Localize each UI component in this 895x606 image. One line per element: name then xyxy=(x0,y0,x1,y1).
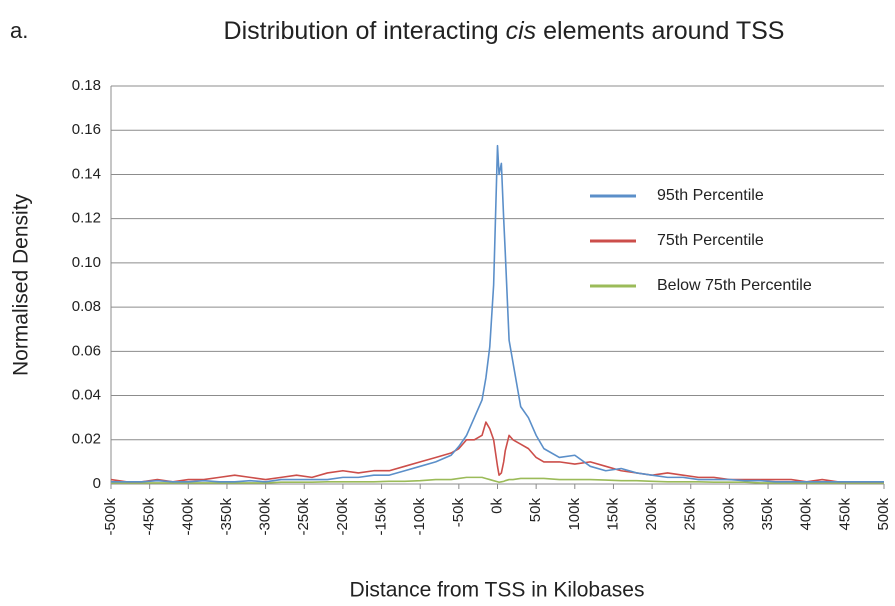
x-tick-label: 100k xyxy=(566,498,583,531)
series-line xyxy=(111,476,884,484)
chart-title: Distribution of interacting cis elements… xyxy=(224,17,785,45)
x-tick-label: 300k xyxy=(720,498,737,531)
series-line xyxy=(111,144,884,483)
legend-label: 75th Percentile xyxy=(657,232,764,249)
x-tick-label: 500k xyxy=(875,498,892,531)
title-part: cis xyxy=(506,17,537,45)
x-tick-label: 450k xyxy=(836,498,853,531)
title-part: Distribution of interacting xyxy=(224,17,506,45)
x-tick-label: -150k xyxy=(373,498,390,536)
x-tick-label: -400k xyxy=(179,498,196,536)
y-tick-label: 0.06 xyxy=(72,342,101,359)
x-tick-label: -50k xyxy=(450,498,467,528)
y-tick-label: 0 xyxy=(93,475,101,492)
y-tick-label: 0.18 xyxy=(72,77,101,94)
x-tick-label: 200k xyxy=(643,498,660,531)
y-tick-label: 0.08 xyxy=(72,298,101,315)
y-tick-label: 0.10 xyxy=(72,254,101,271)
legend-label: 95th Percentile xyxy=(657,187,764,204)
x-axis-label: Distance from TSS in Kilobases xyxy=(350,579,645,602)
panel-label: a. xyxy=(10,18,28,43)
y-tick-label: 0.16 xyxy=(72,121,101,138)
title-part: elements around TSS xyxy=(536,17,784,45)
y-tick-label: 0.04 xyxy=(72,387,101,404)
y-tick-label: 0.02 xyxy=(72,431,101,448)
x-tick-label: -300k xyxy=(257,498,274,536)
x-tick-label: 350k xyxy=(759,498,776,531)
x-tick-label: -500k xyxy=(102,498,119,536)
x-tick-label: 250k xyxy=(682,498,699,531)
x-tick-label: -100k xyxy=(411,498,428,536)
x-tick-label: -450k xyxy=(141,498,158,536)
x-tick-label: -250k xyxy=(295,498,312,536)
legend-label: Below 75th Percentile xyxy=(657,277,812,294)
y-axis-label: Normalised Density xyxy=(10,193,33,376)
series-line xyxy=(110,421,884,483)
x-tick-label: -350k xyxy=(218,498,235,536)
x-tick-label: -200k xyxy=(334,498,351,536)
x-tick-label: 50k xyxy=(527,498,544,523)
x-tick-label: 150k xyxy=(604,498,621,531)
y-tick-label: 0.14 xyxy=(72,165,101,182)
y-tick-label: 0.12 xyxy=(72,210,101,227)
x-tick-label: 0k xyxy=(488,498,505,514)
x-tick-label: 400k xyxy=(798,498,815,531)
